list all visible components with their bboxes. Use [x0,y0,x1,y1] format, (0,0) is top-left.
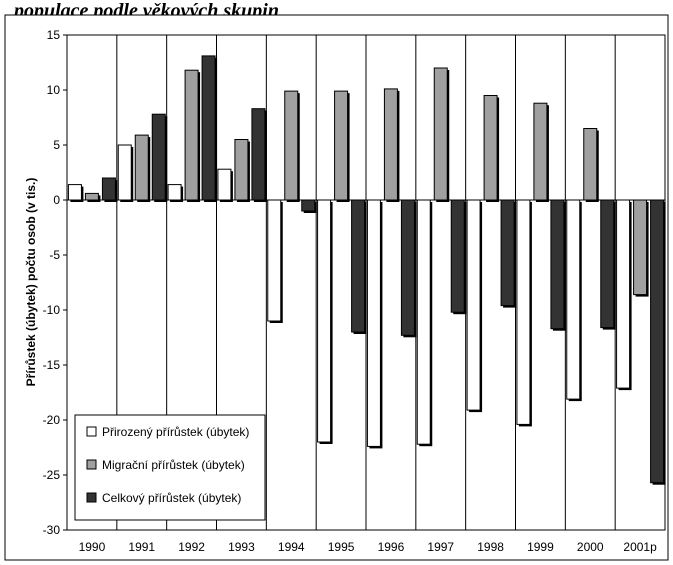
x-tick-label: 1994 [278,540,305,554]
bar [301,199,316,212]
bar [201,55,216,201]
bar [67,184,82,201]
y-tick-label: 0 [53,193,60,207]
y-axis-label: Přírůstek (úbytek) počtu osob (v tis.) [24,178,38,387]
x-tick-label: 1996 [378,540,405,554]
x-tick-label: 1993 [228,540,255,554]
legend-label: Celkový přírůstek (úbytek) [102,491,241,505]
bar [566,199,581,400]
y-axis: 15 10 5 0 -5 -10 -15 -20 -25 -30 [43,28,67,537]
bar [400,199,415,336]
bar [101,177,116,201]
legend-label: Přirozený přírůstek (úbytek) [102,425,249,439]
x-tick-label: 1990 [79,540,106,554]
bar [151,113,166,201]
y-tick-label: -20 [43,413,61,427]
bar [483,95,498,201]
bars [67,55,666,485]
bar [550,199,565,330]
y-tick-label: -30 [43,523,61,537]
bar [117,144,132,201]
bar [351,199,366,333]
legend: Přirozený přírůstek (úbytek) Migrační pří… [74,414,266,521]
bar [433,67,448,201]
bar [416,199,431,445]
bar [366,199,381,447]
bar [583,128,598,201]
y-tick-label: 5 [53,138,60,152]
y-tick-label: -5 [49,248,60,262]
x-tick-label: 1995 [328,540,355,554]
y-tick-label: -10 [43,303,61,317]
bar [234,139,249,201]
bar [251,108,266,201]
y-tick-label: -25 [43,468,61,482]
x-tick-label: 2000 [577,540,604,554]
bar [516,199,531,425]
bar [600,199,615,329]
bar [334,90,349,201]
bar [616,199,631,389]
x-tick-label: 1999 [527,540,554,554]
bar [267,199,282,322]
bar [500,199,515,307]
y-tick-label: 15 [47,28,61,42]
bar [633,199,648,296]
bar [217,168,232,201]
bar [650,199,665,484]
bar [284,90,299,201]
x-tick-label: 1992 [178,540,205,554]
legend-swatch [86,492,97,503]
bar [167,184,182,201]
bar [184,69,199,201]
legend-label: Migrační přírůstek (úbytek) [102,458,245,472]
legend-swatch [86,426,97,437]
x-axis: 1990 1991 1992 1993 1994 1995 1996 1997 1998 1999… [79,540,658,554]
y-tick-label: -15 [43,358,61,372]
bar [466,199,481,411]
legend-swatch [86,459,97,470]
bar [450,199,465,313]
bar [84,192,99,201]
bar [383,88,398,201]
x-tick-label: 2001p [623,540,657,554]
bar [317,199,332,443]
bar [533,102,548,201]
y-tick-label: 10 [47,83,61,97]
x-tick-label: 1998 [477,540,504,554]
legend-box [74,414,266,521]
x-tick-label: 1997 [427,540,454,554]
x-tick-label: 1991 [128,540,155,554]
bar [134,134,149,201]
